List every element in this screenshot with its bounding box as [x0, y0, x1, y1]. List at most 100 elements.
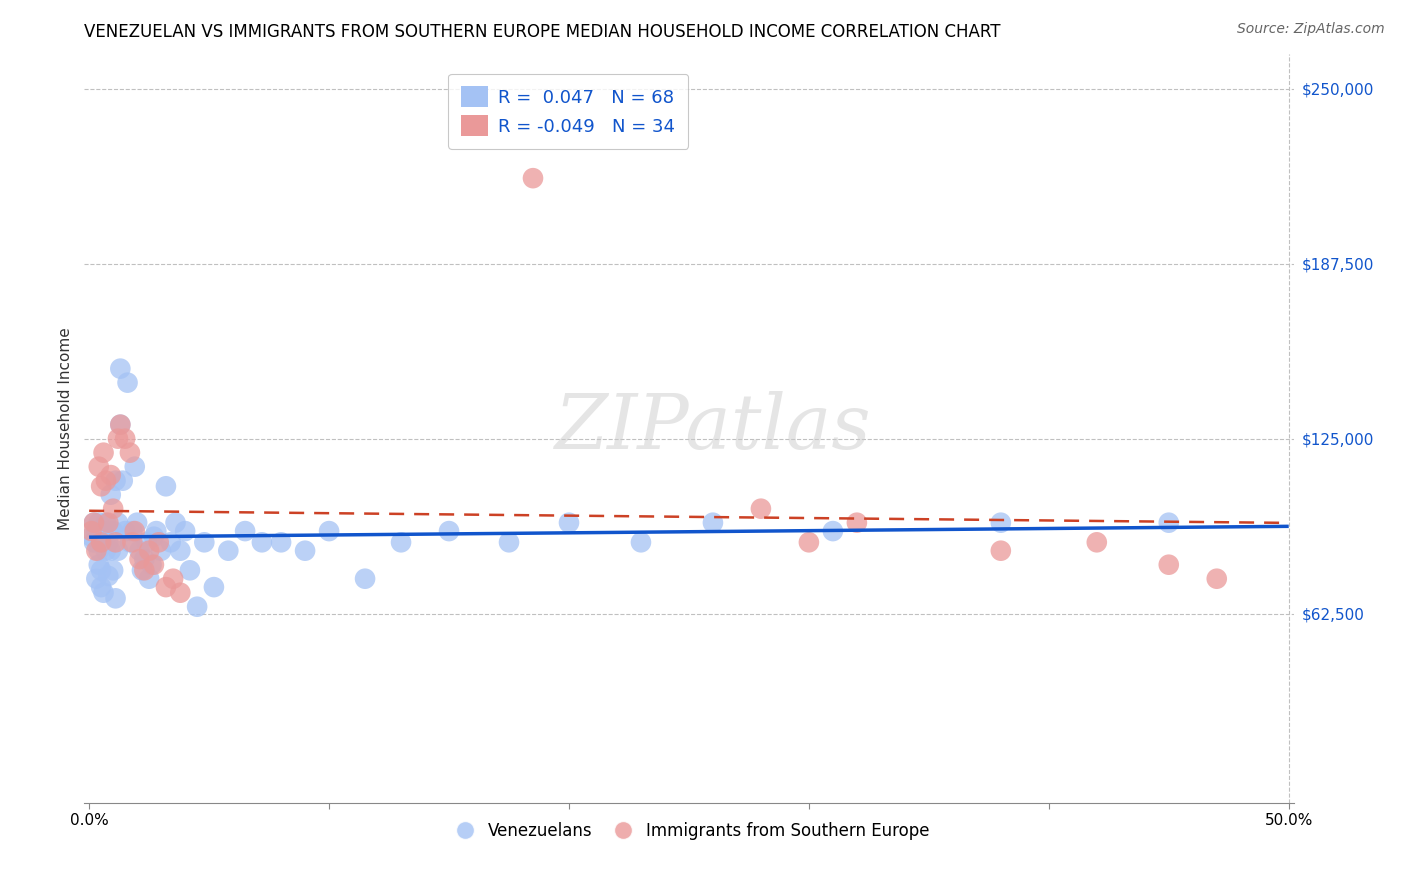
Text: VENEZUELAN VS IMMIGRANTS FROM SOUTHERN EUROPE MEDIAN HOUSEHOLD INCOME CORRELATIO: VENEZUELAN VS IMMIGRANTS FROM SOUTHERN E… [84, 23, 1001, 41]
Point [118, 535, 141, 549]
Point [101, 524, 124, 538]
Point [179, 563, 201, 577]
Point [138, 543, 160, 558]
Point [150, 543, 173, 558]
Point [131, 563, 153, 577]
Point [217, 543, 239, 558]
Point [87, 543, 110, 558]
Point [80, 524, 103, 538]
Point [169, 585, 191, 599]
Point [118, 445, 141, 459]
Point [1205, 572, 1227, 586]
Point [134, 563, 156, 577]
Point [104, 474, 127, 488]
Point [1157, 558, 1180, 572]
Point [128, 543, 150, 558]
Point [100, 468, 122, 483]
Point [124, 524, 146, 538]
Point [821, 524, 844, 538]
Point [80, 530, 103, 544]
Point [90, 563, 112, 577]
Point [87, 558, 110, 572]
Point [134, 552, 156, 566]
Point [97, 535, 120, 549]
Legend: Venezuelans, Immigrants from Southern Europe: Venezuelans, Immigrants from Southern Eu… [441, 815, 936, 847]
Point [193, 535, 215, 549]
Point [250, 535, 273, 549]
Point [93, 585, 115, 599]
Point [124, 459, 146, 474]
Point [138, 572, 160, 586]
Point [90, 580, 112, 594]
Point [318, 524, 340, 538]
Point [86, 572, 108, 586]
Point [107, 516, 129, 530]
Y-axis label: Median Household Income: Median Household Income [58, 326, 73, 530]
Point [797, 535, 820, 549]
Point [100, 488, 122, 502]
Text: ZIPatlas: ZIPatlas [555, 392, 872, 465]
Point [94, 516, 117, 530]
Point [97, 516, 120, 530]
Point [94, 543, 117, 558]
Point [101, 501, 124, 516]
Point [630, 535, 652, 549]
Point [114, 524, 136, 538]
Point [111, 474, 134, 488]
Point [100, 543, 122, 558]
Point [110, 361, 132, 376]
Point [87, 516, 110, 530]
Point [845, 516, 868, 530]
Point [142, 530, 165, 544]
Point [145, 524, 167, 538]
Point [107, 432, 129, 446]
Point [86, 524, 108, 538]
Point [101, 563, 124, 577]
Point [104, 535, 127, 549]
Point [142, 558, 165, 572]
Point [498, 535, 520, 549]
Point [83, 535, 105, 549]
Point [127, 516, 149, 530]
Point [702, 516, 724, 530]
Point [90, 535, 112, 549]
Point [94, 474, 117, 488]
Point [522, 171, 544, 186]
Point [165, 516, 187, 530]
Point [294, 543, 316, 558]
Point [110, 417, 132, 432]
Point [121, 524, 143, 538]
Point [86, 543, 108, 558]
Point [233, 524, 256, 538]
Point [110, 417, 132, 432]
Point [202, 580, 225, 594]
Point [121, 535, 143, 549]
Point [90, 479, 112, 493]
Point [1085, 535, 1108, 549]
Point [90, 535, 112, 549]
Point [148, 535, 170, 549]
Point [169, 543, 191, 558]
Point [135, 535, 157, 549]
Point [141, 558, 163, 572]
Point [83, 516, 105, 530]
Point [128, 552, 150, 566]
Point [437, 524, 460, 538]
Point [93, 524, 115, 538]
Point [155, 580, 177, 594]
Point [1157, 516, 1180, 530]
Point [107, 543, 129, 558]
Point [114, 432, 136, 446]
Point [117, 376, 139, 390]
Point [354, 572, 377, 586]
Point [104, 591, 127, 606]
Point [270, 535, 292, 549]
Point [159, 535, 181, 549]
Text: Source: ZipAtlas.com: Source: ZipAtlas.com [1237, 22, 1385, 37]
Point [174, 524, 197, 538]
Point [990, 516, 1012, 530]
Point [389, 535, 412, 549]
Point [186, 599, 208, 614]
Point [990, 543, 1012, 558]
Point [558, 516, 581, 530]
